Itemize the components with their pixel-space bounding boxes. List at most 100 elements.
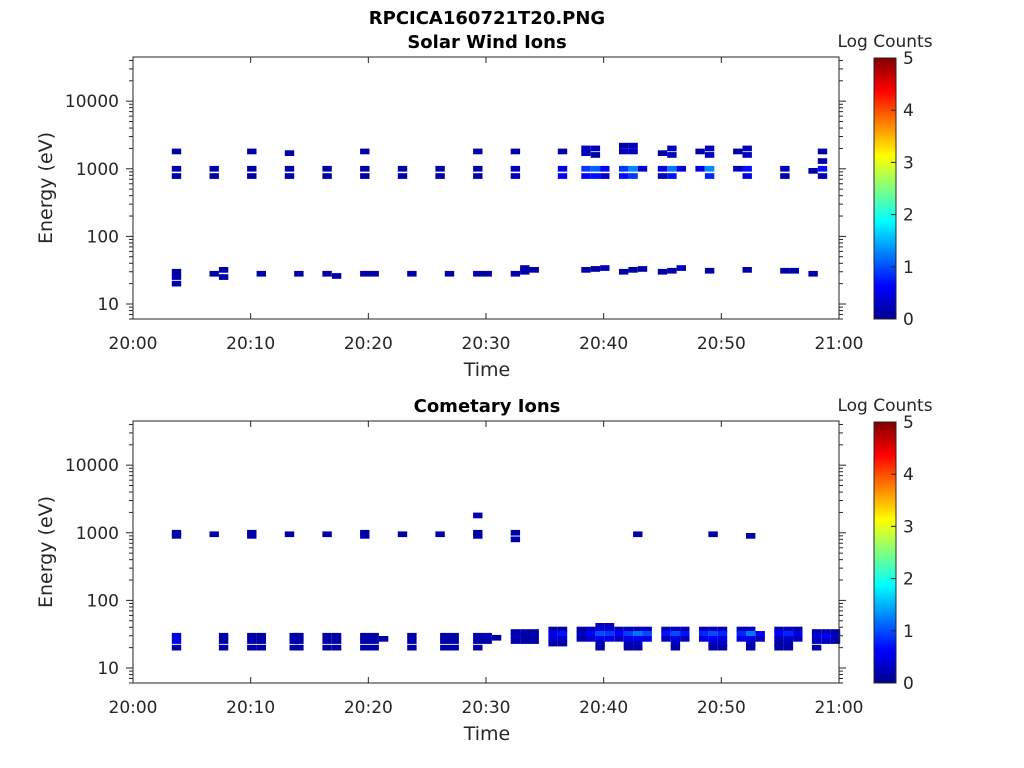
x-axis-ticks: 20:00 20:10 20:20 20:30 20:40 20:50 21:00 bbox=[109, 57, 864, 354]
spectrogram-cell bbox=[557, 631, 568, 637]
spectrogram-cell bbox=[619, 268, 629, 275]
spectrogram-cell bbox=[704, 152, 715, 158]
spectrogram-cell bbox=[449, 632, 459, 639]
spectrogram-cell bbox=[619, 148, 629, 155]
spectrogram-cell bbox=[520, 265, 530, 271]
spectrogram-cell bbox=[808, 270, 818, 277]
spectrogram-cell bbox=[704, 165, 715, 172]
spectrogram-cell bbox=[473, 165, 483, 172]
spectrogram-cell bbox=[736, 636, 746, 642]
spectrogram-cell bbox=[695, 165, 705, 172]
panel-solar-wind-ions: Solar Wind Ions 20:00 20:10 20:20 20:30 20:4… bbox=[35, 32, 933, 381]
colorbar: Log Counts 0 1 2 3 4 5 bbox=[837, 396, 932, 694]
spectrogram-cell bbox=[407, 644, 417, 651]
spectrogram-cell bbox=[397, 531, 408, 538]
spectrogram-cell bbox=[440, 638, 450, 644]
y-tick-label: 1000 bbox=[76, 524, 119, 544]
y-tick-label: 10000 bbox=[65, 92, 119, 112]
x-tick-label: 20:00 bbox=[109, 334, 158, 354]
spectrogram-cell bbox=[247, 165, 257, 172]
spectrogram-cell bbox=[667, 165, 677, 172]
spectrogram-cell bbox=[284, 165, 295, 172]
spectrogram-cell bbox=[444, 270, 455, 277]
spectrogram-cell bbox=[294, 638, 304, 644]
spectrogram-cell bbox=[322, 165, 332, 172]
spectrogram-cell bbox=[369, 638, 379, 644]
spectrogram-cell bbox=[284, 531, 295, 538]
spectrogram-cell bbox=[628, 142, 638, 149]
spectrogram-cell bbox=[637, 165, 648, 172]
spectrogram-cell bbox=[510, 270, 521, 277]
spectrogram-cell bbox=[733, 148, 743, 155]
spectrogram-cell bbox=[736, 631, 746, 637]
spectrogram-cell bbox=[473, 173, 483, 179]
spectrogram-cell bbox=[676, 165, 686, 172]
spectrogram-cell bbox=[407, 632, 417, 639]
spectrogram-cell bbox=[614, 626, 624, 633]
spectrogram-cell bbox=[397, 165, 408, 172]
spectrogram-cell bbox=[322, 632, 332, 639]
spectrogram-cell bbox=[708, 636, 718, 642]
spectrogram-cell bbox=[619, 165, 629, 172]
spectrogram-cell bbox=[360, 165, 370, 172]
spectrogram-cell bbox=[783, 644, 794, 651]
spectrogram-cell bbox=[817, 148, 828, 155]
spectrogram-cell bbox=[247, 644, 257, 651]
spectrogram-cell bbox=[360, 173, 370, 179]
spectrogram-cell bbox=[811, 632, 822, 639]
spectrogram-cell bbox=[742, 152, 752, 158]
spectrogram-cell bbox=[699, 636, 709, 642]
spectrogram-cell bbox=[449, 644, 459, 651]
figure-title: RPCICA160721T20.PNG bbox=[369, 8, 605, 29]
spectrogram-cell bbox=[633, 626, 643, 633]
spectrogram-cell bbox=[661, 631, 671, 637]
spectrogram-cell bbox=[171, 638, 182, 644]
y-tick-label: 100 bbox=[87, 227, 119, 247]
y-axis-ticks: 10 100 1000 10000 bbox=[65, 59, 846, 320]
y-tick-label: 10000 bbox=[65, 456, 119, 476]
spectrogram-cell bbox=[576, 631, 586, 637]
colorbar-label: Log Counts bbox=[837, 396, 932, 416]
spectrogram-cell bbox=[783, 640, 794, 647]
spectrogram-cell bbox=[830, 629, 841, 635]
spectrogram-cell bbox=[322, 531, 332, 538]
spectrogram-cell bbox=[218, 638, 229, 644]
spectrogram-cell bbox=[218, 267, 229, 273]
spectrogram-cell bbox=[667, 173, 677, 179]
x-tick-label: 20:40 bbox=[579, 698, 628, 718]
x-tick-label: 21:00 bbox=[815, 698, 864, 718]
spectrogram-cell bbox=[256, 638, 266, 644]
spectrogram-cell bbox=[623, 631, 634, 637]
spectrogram-cell bbox=[708, 640, 718, 647]
spectrogram-cell bbox=[811, 638, 822, 644]
spectrogram-cell bbox=[628, 148, 638, 155]
spectrogram-cell bbox=[209, 165, 219, 172]
spectrogram-cell bbox=[633, 636, 643, 642]
spectrogram-cell bbox=[783, 631, 794, 637]
spectrogram-cell bbox=[520, 638, 530, 644]
x-tick-label: 20:10 bbox=[226, 334, 275, 354]
spectrogram-cell bbox=[604, 623, 615, 629]
spectrogram-cell bbox=[510, 536, 521, 543]
y-tick-label: 10 bbox=[97, 659, 119, 679]
spectrogram-cell bbox=[667, 152, 677, 158]
spectrogram-cell bbox=[623, 626, 634, 633]
spectrogram-cell bbox=[548, 640, 558, 647]
spectrogram-cell bbox=[821, 638, 831, 644]
spectrogram-cell bbox=[294, 270, 304, 277]
spectrogram-cell bbox=[680, 631, 690, 637]
spectrogram-cell bbox=[473, 533, 483, 539]
spectrogram-cell bbox=[284, 150, 295, 156]
spectrogram-cell bbox=[581, 165, 591, 172]
x-tick-label: 20:50 bbox=[697, 698, 746, 718]
spectrogram-cell bbox=[378, 636, 389, 642]
spectrogram-cell bbox=[637, 266, 648, 272]
spectrogram-cell bbox=[746, 636, 756, 642]
spectrogram-cell bbox=[817, 158, 828, 164]
spectrogram-cell bbox=[548, 631, 558, 637]
spectrogram-cell bbox=[520, 629, 530, 635]
spectrogram-cell bbox=[520, 632, 530, 639]
spectrogram-cell bbox=[473, 270, 483, 277]
spectrogram-cell bbox=[473, 529, 483, 536]
spectrogram-cell bbox=[360, 632, 370, 639]
